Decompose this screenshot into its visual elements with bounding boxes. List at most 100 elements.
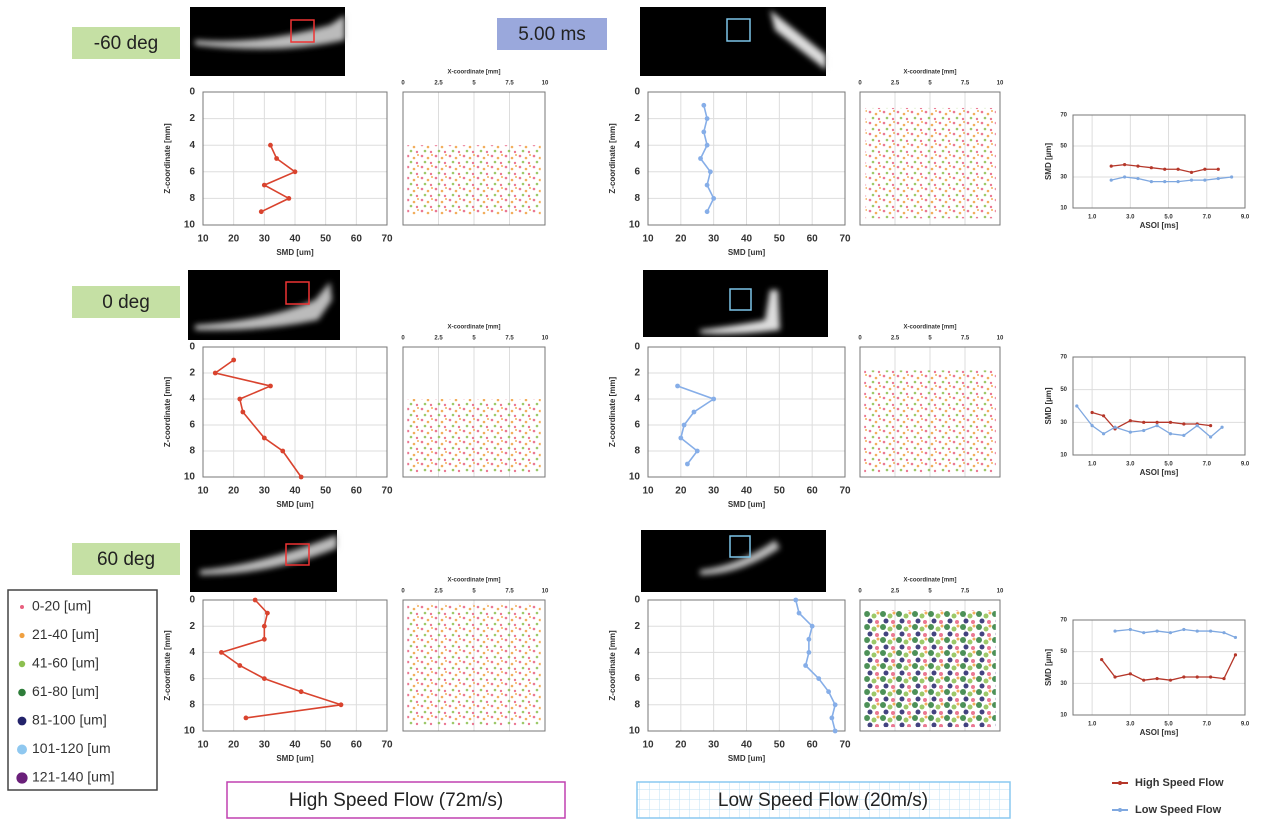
x-tick-label: 0 (401, 336, 405, 342)
y-tick-label: 8 (634, 193, 640, 204)
plot-frame (859, 346, 1001, 478)
point (1155, 676, 1159, 681)
y-axis-label: Z-coordinate [mm] (608, 123, 617, 194)
point (707, 169, 713, 175)
point (1136, 176, 1140, 181)
legend-label: 41-60 [um] (32, 655, 99, 671)
series-line (213, 359, 302, 478)
legend-marker (17, 716, 27, 726)
x-tick-label: 1.0 (1088, 215, 1097, 221)
point (1128, 672, 1132, 676)
x-axis-label: ASOI [ms] (1140, 728, 1179, 737)
x-tick-label: 5 (472, 589, 476, 595)
point (338, 702, 344, 708)
point (796, 610, 802, 616)
x-tick-label: 60 (807, 234, 819, 245)
x-axis-label: SMD [um] (276, 754, 314, 763)
point (1209, 675, 1213, 679)
legend-label: 61-80 [um] (32, 683, 99, 699)
point (1149, 166, 1153, 170)
point (826, 689, 831, 695)
point (694, 448, 700, 454)
point (1100, 657, 1104, 662)
point (704, 182, 710, 188)
angle-box (72, 27, 180, 59)
legend-marker (1118, 781, 1122, 785)
x-tick-label: 7.5 (961, 336, 970, 342)
point (265, 610, 270, 616)
y-tick-label: 8 (189, 446, 195, 457)
x-tick-label: 40 (741, 740, 753, 751)
y-tick-label: 2 (189, 621, 195, 632)
point (261, 435, 267, 441)
point (806, 636, 812, 642)
x-tick-label: 5 (928, 589, 932, 595)
y-tick-label: 70 (1060, 355, 1067, 361)
point (685, 461, 690, 467)
legend-label: High Speed Flow (1135, 777, 1224, 789)
x-axis-label: SMD [um] (728, 248, 766, 257)
droplet-cloud (407, 603, 541, 726)
point (1216, 176, 1220, 181)
point (261, 623, 267, 629)
plot-frame (202, 599, 388, 732)
point (704, 209, 710, 215)
y-axis-label: Z-coordinate [mm] (163, 377, 172, 448)
y-tick-label: 0 (634, 595, 640, 606)
point (1182, 422, 1186, 426)
series-line (1114, 628, 1236, 639)
point (1113, 425, 1117, 429)
footer-label: High Speed Flow (72m/s) (289, 790, 503, 811)
droplet-cloud (864, 610, 996, 728)
x-tick-label: 20 (675, 234, 687, 245)
point (701, 129, 707, 135)
point (1136, 164, 1140, 168)
x-tick-label: 10 (642, 234, 654, 245)
plot-frame (1072, 619, 1246, 716)
x-tick-label: 0 (858, 336, 862, 342)
x-tick-label: 7.5 (961, 589, 970, 595)
plot-frame (647, 599, 846, 732)
y-tick-label: 6 (634, 420, 640, 431)
y-tick-label: 30 (1060, 681, 1067, 687)
legend-label: Low Speed Flow (1135, 804, 1222, 816)
x-tick-label: 50 (774, 486, 786, 497)
point (268, 383, 273, 389)
x-tick-label: 2.5 (434, 81, 443, 87)
point (806, 650, 812, 655)
x-tick-label: 70 (839, 486, 851, 497)
y-tick-label: 6 (189, 673, 195, 684)
x-axis-label: X-coordinate [mm] (903, 578, 956, 584)
point (286, 196, 292, 201)
x-tick-label: 10 (197, 234, 209, 245)
point (292, 169, 298, 175)
point (1216, 167, 1220, 171)
point (1176, 167, 1180, 171)
droplet-cloud (407, 145, 541, 215)
x-tick-label: 3.0 (1126, 722, 1135, 728)
x-tick-label: 1.0 (1088, 722, 1097, 728)
point (1113, 675, 1117, 679)
y-tick-label: 4 (189, 394, 195, 405)
x-tick-label: 7.0 (1203, 722, 1212, 728)
x-tick-label: 5 (928, 81, 932, 87)
x-tick-label: 2.5 (891, 81, 900, 87)
y-tick-label: 10 (184, 472, 196, 483)
point (1233, 653, 1238, 657)
x-tick-label: 70 (381, 486, 393, 497)
x-tick-label: 30 (259, 486, 271, 497)
plot-area (1072, 356, 1246, 456)
x-tick-label: 40 (741, 486, 753, 497)
point (219, 650, 224, 655)
series-line (260, 144, 297, 213)
point (1113, 629, 1117, 633)
y-tick-label: 10 (1060, 453, 1067, 459)
x-tick-label: 30 (259, 740, 271, 751)
point (1123, 163, 1127, 167)
droplet-cloud (865, 107, 996, 219)
y-tick-label: 50 (1060, 649, 1067, 655)
point (711, 396, 717, 402)
x-tick-label: 2.5 (434, 589, 443, 595)
legend-label: 81-100 [um] (32, 712, 107, 728)
series-line (219, 599, 342, 719)
